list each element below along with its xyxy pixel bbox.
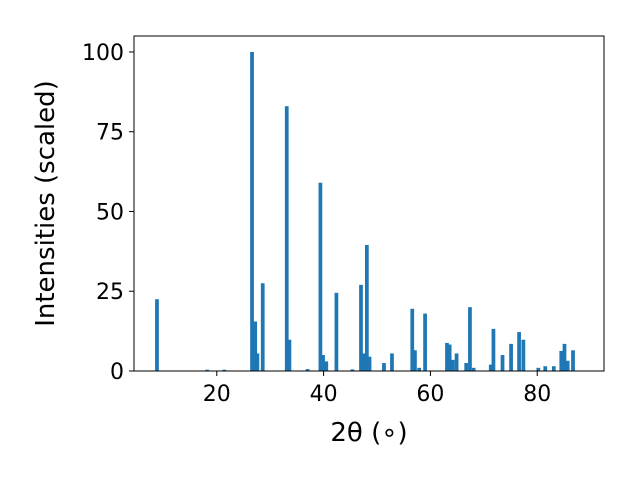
x-axis-label: 2θ (∘) xyxy=(330,418,407,448)
x-axis-ticks: 20 40 60 80 xyxy=(203,371,551,407)
bar xyxy=(509,343,513,371)
x-tick-label: 60 xyxy=(416,382,444,407)
y-axis-ticks: 0 25 50 75 100 xyxy=(82,41,134,385)
bar xyxy=(318,182,323,371)
y-tick-label: 100 xyxy=(82,41,124,66)
bar xyxy=(364,244,369,371)
bar xyxy=(390,353,394,371)
bar xyxy=(445,342,449,371)
bar xyxy=(543,366,548,371)
bar xyxy=(565,360,570,371)
bar xyxy=(382,363,386,371)
bar xyxy=(255,353,260,371)
bar xyxy=(410,308,415,371)
bar xyxy=(521,339,526,371)
bar xyxy=(260,283,265,371)
bar xyxy=(222,369,227,371)
bar xyxy=(517,332,521,371)
x-tick-label: 20 xyxy=(203,382,231,407)
bar xyxy=(253,321,258,371)
bar xyxy=(488,364,493,371)
bar xyxy=(334,292,339,371)
bar xyxy=(367,356,372,371)
bar xyxy=(454,353,459,371)
bar xyxy=(359,284,363,371)
y-axis-label: Intensities (scaled) xyxy=(31,80,61,327)
y-tick-label: 0 xyxy=(110,360,124,385)
bar xyxy=(361,353,366,371)
bars-group xyxy=(155,51,575,371)
bar xyxy=(551,366,556,371)
bar xyxy=(571,350,575,371)
bar xyxy=(500,355,505,371)
bar xyxy=(155,299,159,371)
bar xyxy=(450,359,455,371)
bar xyxy=(417,367,422,371)
bar xyxy=(491,328,496,371)
x-tick-label: 40 xyxy=(310,382,338,407)
bar xyxy=(350,369,355,371)
bar xyxy=(447,344,452,371)
bar xyxy=(205,369,210,371)
bar xyxy=(559,350,564,371)
y-tick-label: 75 xyxy=(96,121,124,146)
bar xyxy=(305,369,310,371)
bar xyxy=(413,350,417,371)
x-tick-label: 80 xyxy=(523,382,551,407)
bar xyxy=(468,307,472,371)
bar xyxy=(464,363,469,371)
bar xyxy=(250,51,254,371)
bar xyxy=(324,361,329,371)
bar xyxy=(423,313,427,371)
plot-frame xyxy=(133,35,605,372)
bar xyxy=(562,343,567,371)
bar xyxy=(287,339,292,371)
bar xyxy=(471,367,476,371)
bar xyxy=(284,106,289,371)
y-tick-label: 50 xyxy=(96,200,124,225)
bar xyxy=(536,367,541,371)
y-tick-label: 25 xyxy=(96,280,124,305)
bar xyxy=(321,355,325,371)
